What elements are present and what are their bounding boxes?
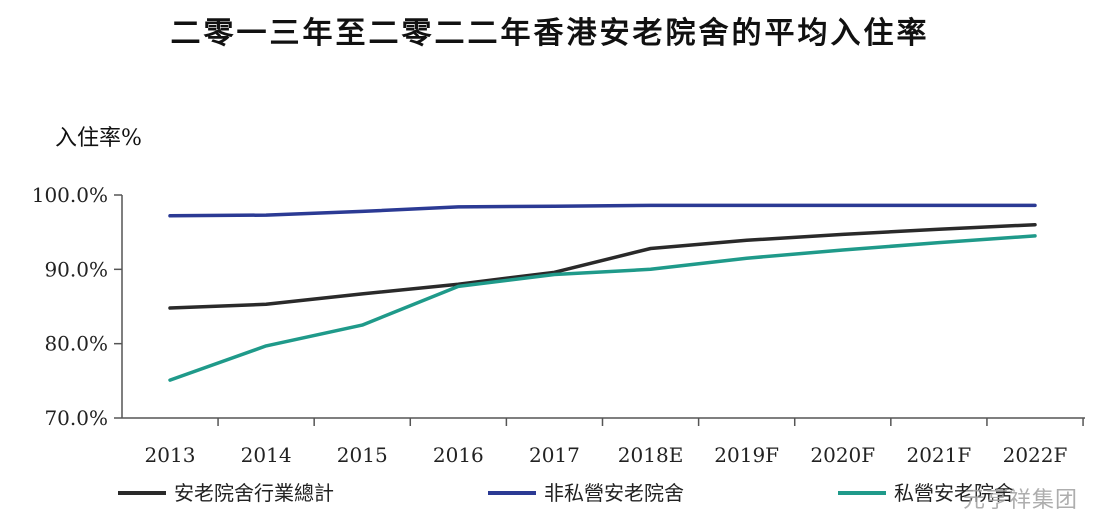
series-line-1: [168, 222, 1037, 310]
legend-label-3: 私營安老院舍: [894, 481, 1014, 505]
y-axis-label: 入住率%: [55, 126, 142, 151]
legend-label-1: 安老院舍行業總計: [174, 481, 334, 505]
series-line-3: [168, 234, 1037, 382]
x-tick-label: 2016: [433, 443, 484, 467]
axes: 70.0% 80.0% 90.0% 100.0% 2013 2014 2015 2016 201…: [32, 183, 1085, 467]
x-tick-label: 2017: [529, 443, 580, 467]
x-tick-label: 2022F: [1003, 443, 1068, 467]
y-tick-label: 80.0%: [44, 332, 108, 356]
x-tick-label: 2015: [337, 443, 388, 467]
x-tick-label: 2020F: [810, 443, 875, 467]
legend: 安老院舍行業總計 非私營安老院舍 私營安老院舍: [118, 481, 1014, 505]
x-tick-label: 2018E: [618, 443, 684, 467]
watermark-text: 元亨祥集团: [962, 488, 1078, 513]
x-tick-label: 2021F: [906, 443, 971, 467]
y-tick-label: 90.0%: [44, 257, 108, 281]
series-line-2: [168, 203, 1037, 218]
legend-label-2: 非私營安老院舍: [544, 481, 684, 505]
y-tick-label: 70.0%: [44, 406, 108, 430]
x-tick-label: 2013: [145, 443, 196, 467]
series-lines: [168, 203, 1037, 382]
chart-title: 二零一三年至二零二二年香港安老院舍的平均入住率: [170, 16, 930, 51]
x-tick-label: 2014: [241, 443, 292, 467]
x-tick-label: 2019F: [714, 443, 779, 467]
y-tick-label: 100.0%: [32, 183, 108, 207]
